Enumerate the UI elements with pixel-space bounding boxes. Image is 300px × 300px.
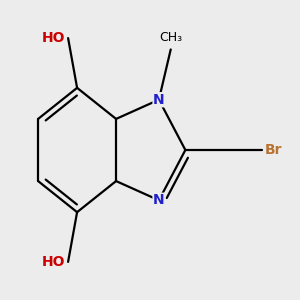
Text: Br: Br: [265, 143, 282, 157]
Text: HO: HO: [42, 255, 65, 269]
Text: CH₃: CH₃: [159, 31, 182, 44]
Text: N: N: [153, 193, 165, 207]
Text: HO: HO: [42, 31, 65, 45]
Text: N: N: [153, 93, 165, 107]
